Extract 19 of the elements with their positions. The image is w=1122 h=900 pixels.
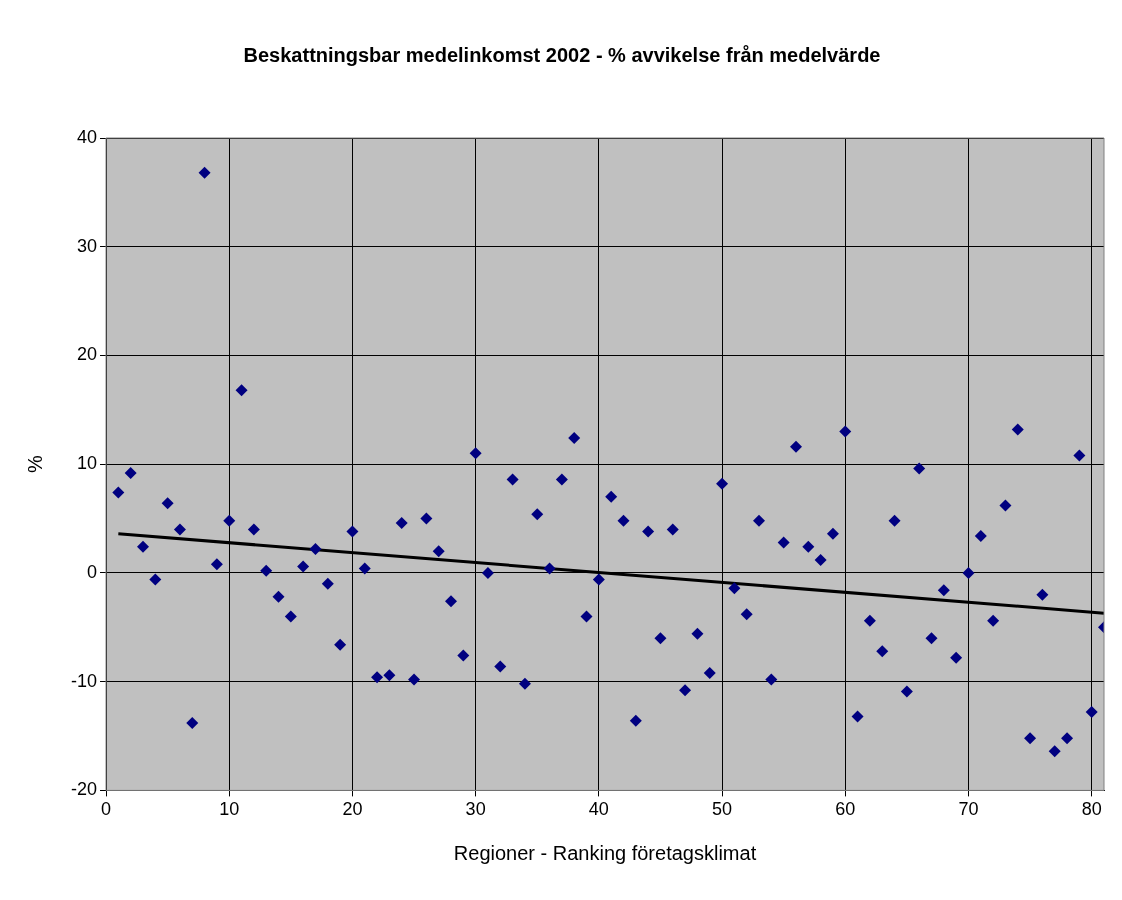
y-tick-label: -20 — [71, 779, 98, 800]
x-tick-label: 70 — [958, 799, 979, 820]
x-tick-label: 20 — [342, 799, 363, 820]
y-tick-label: 10 — [76, 453, 98, 474]
x-tick-label: 40 — [588, 799, 609, 820]
y-axis-title: % — [23, 455, 46, 474]
x-tick-label: 10 — [219, 799, 240, 820]
chart-title: Beskattningsbar medelinkomst 2002 - % avvikelse från medelvärde — [243, 43, 881, 66]
y-tick-label: 30 — [76, 235, 98, 256]
y-tick-label: 40 — [76, 126, 98, 147]
y-tick-label: -10 — [71, 670, 98, 691]
y-tick-label: 0 — [87, 561, 98, 582]
y-tick-label: 20 — [76, 344, 98, 365]
x-tick-label: 60 — [835, 799, 856, 820]
x-tick-label: 50 — [712, 799, 733, 820]
x-axis-title: Regioner - Ranking företagsklimat — [453, 841, 757, 864]
x-tick-label: 80 — [1081, 799, 1102, 820]
x-tick-label: 0 — [101, 799, 112, 820]
x-tick-label: 30 — [465, 799, 486, 820]
